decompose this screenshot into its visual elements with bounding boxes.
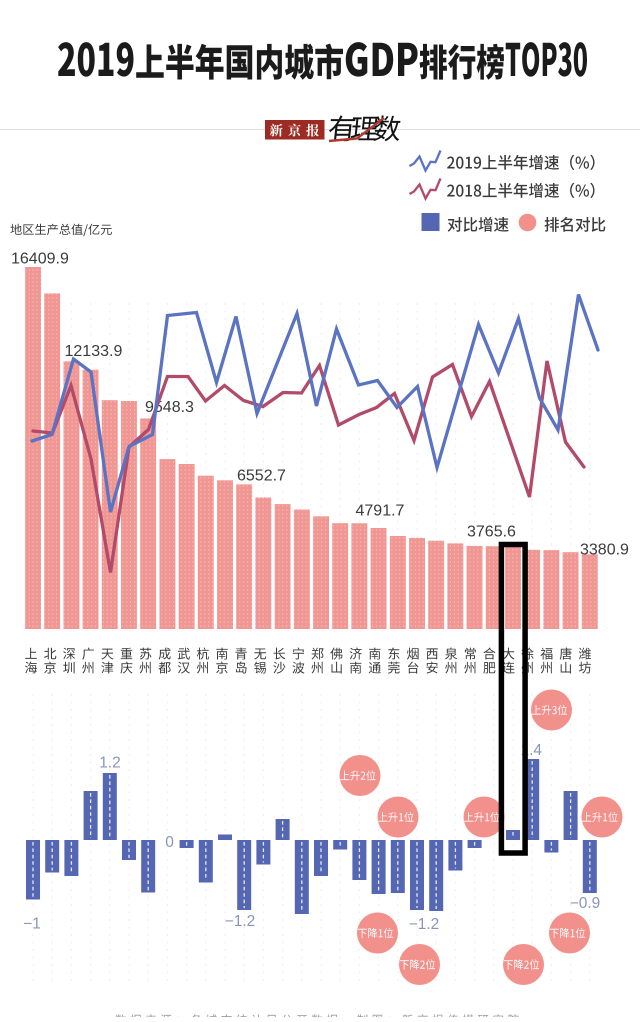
svg-text:16409.9: 16409.9: [11, 251, 69, 268]
svg-text:1.2: 1.2: [99, 755, 121, 772]
svg-text:−1.2: −1.2: [225, 913, 256, 930]
svg-text:4791.7: 4791.7: [356, 503, 405, 520]
svg-text:−0.9: −0.9: [570, 895, 601, 912]
svg-text:6552.7: 6552.7: [237, 468, 286, 485]
svg-text:−1: −1: [23, 916, 41, 933]
svg-text:3380.9: 3380.9: [580, 542, 629, 559]
svg-text:0: 0: [165, 834, 174, 851]
svg-text:3765.6: 3765.6: [467, 524, 516, 541]
svg-text:9548.3: 9548.3: [145, 399, 194, 416]
svg-text:−1.2: −1.2: [409, 916, 440, 933]
svg-text:12133.9: 12133.9: [65, 343, 123, 360]
